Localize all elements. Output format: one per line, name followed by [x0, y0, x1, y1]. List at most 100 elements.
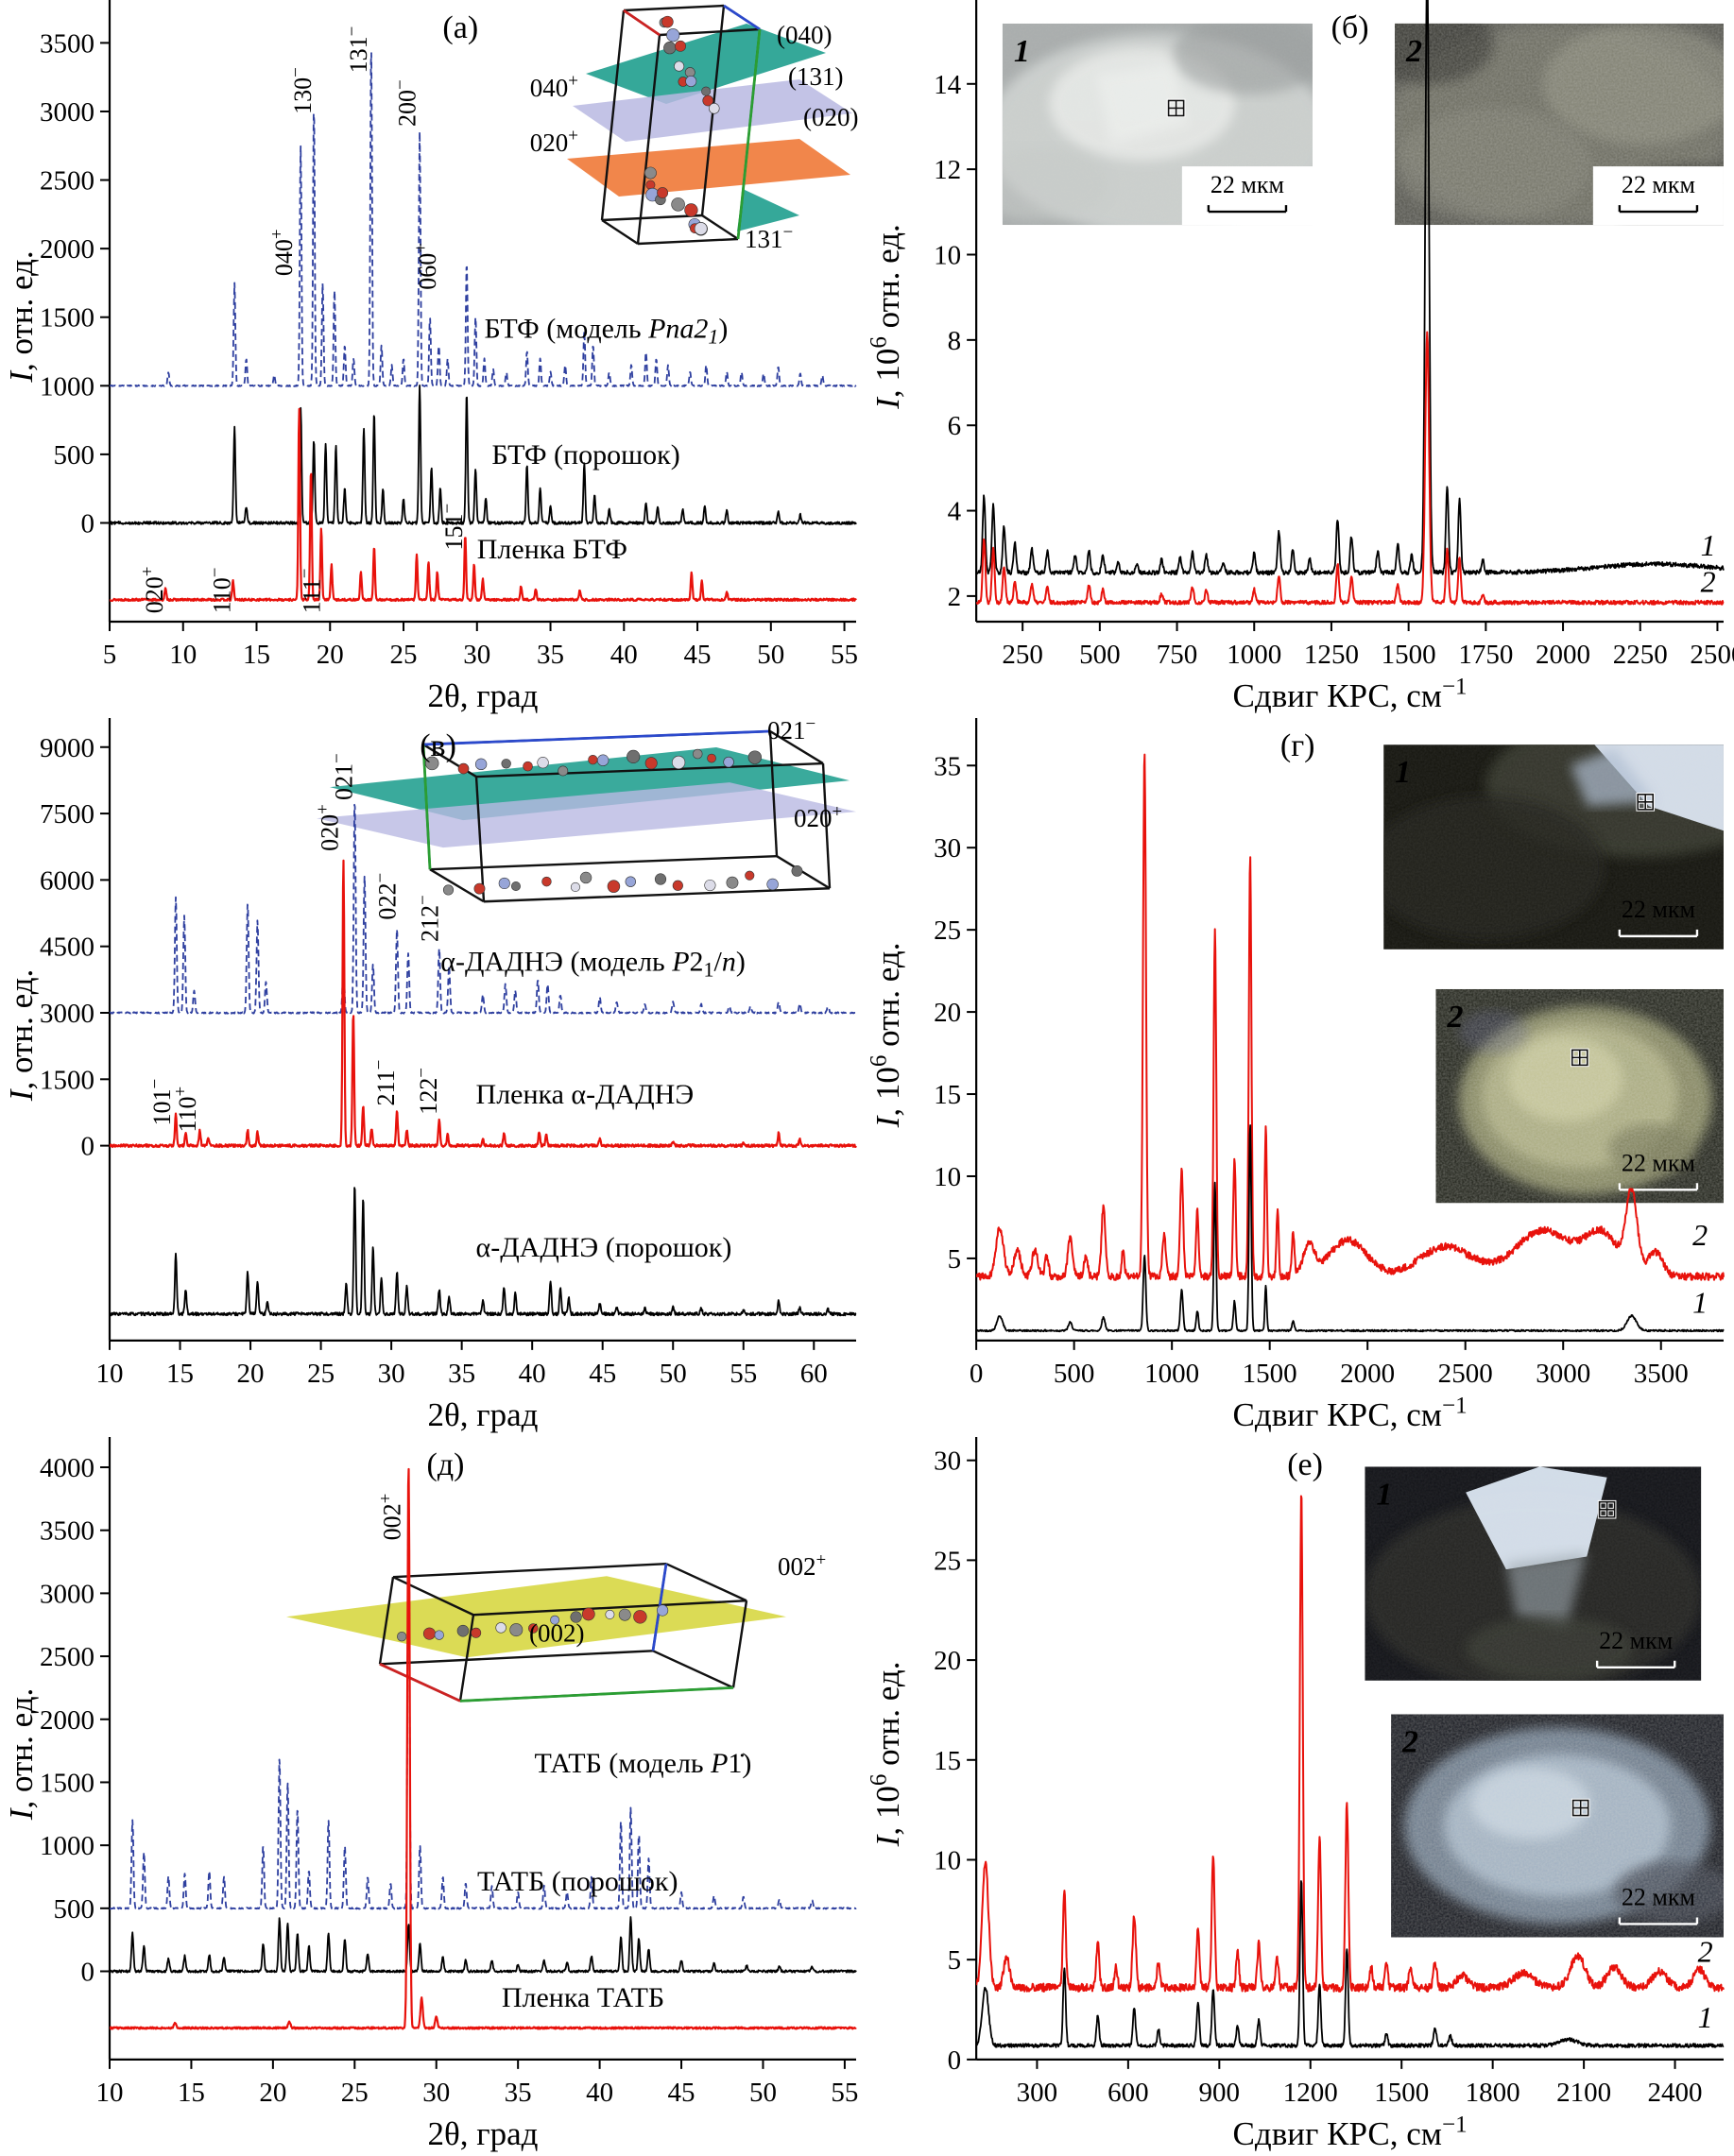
y-tick-label: 1500 [40, 1065, 94, 1095]
atom [674, 60, 685, 72]
crystal-structure-inset: (040) (131) (020) 040+ 020+ 131− [530, 4, 858, 253]
legend-label: α-ДАДНЭ (модель P21/n) [440, 946, 746, 981]
peak-label-text: 060+ [411, 243, 441, 290]
x-tick-label: 15 [243, 640, 270, 670]
y-axis-title-text: I, отн. ед. [3, 250, 40, 383]
atom [495, 1622, 506, 1634]
atom [704, 879, 716, 892]
series-БТФ-порошок [110, 385, 857, 525]
atom [605, 1609, 615, 1619]
x-axis-title: Сдвиг КРС, см−1 [1233, 2113, 1468, 2152]
atom [607, 880, 621, 893]
unit-cell-edge [636, 34, 661, 245]
y-tick-label: 30 [934, 833, 961, 864]
y-axis-title-text: I, 106 отн. ед. [867, 1662, 906, 1848]
scale-patch [1181, 166, 1313, 226]
series-Пленка-БТФ [110, 407, 857, 602]
panel-a: (040) (131) (020) 040+ 020+ 131− 5 10 15 20 25 30 35… [0, 0, 867, 718]
peak-label-text: 110− [206, 568, 236, 614]
x-tick-label: 25 [390, 640, 418, 670]
series-пленка-2 [976, 331, 1725, 606]
x-tick-label: 1500 [1382, 640, 1436, 670]
x-tick-label: 20 [317, 640, 344, 670]
photo-number-1: 1 [1376, 1477, 1392, 1512]
atom [666, 28, 680, 43]
x-tick-label: 45 [589, 1359, 616, 1389]
series-ТАТБ-порошок [110, 1916, 857, 1974]
crystal-plane [586, 24, 826, 104]
x-tick-label: 10 [169, 640, 197, 670]
y-tick-label: 1000 [40, 1831, 94, 1861]
atom [723, 756, 734, 768]
atom [644, 166, 657, 180]
atom [550, 1615, 560, 1625]
scale-bar-label: 22 мкм [1622, 1149, 1695, 1176]
crystal-structure-inset: 021− 020+ [317, 718, 856, 903]
crystal-plane [567, 139, 850, 197]
x-tick-label: 2250 [1613, 640, 1668, 670]
atom [581, 1607, 595, 1621]
y-axis-title: I, отн. ед. [3, 1688, 40, 1822]
x-tick-label: 1500 [1374, 2078, 1429, 2108]
atom [654, 873, 667, 885]
atom [701, 86, 712, 96]
atom [528, 1623, 539, 1634]
x-tick-label: 35 [505, 2078, 532, 2108]
atom [618, 1608, 631, 1621]
series-group [110, 1467, 857, 2030]
x-tick-label: 15 [166, 1359, 194, 1389]
atom [474, 758, 488, 771]
y-axis-title: I, отн. ед. [3, 969, 40, 1103]
series-пленка-2 [976, 1495, 1725, 1993]
y-tick-label: 4000 [40, 1453, 94, 1483]
x-tick-label: 2100 [1556, 2078, 1611, 2108]
unit-cell-edge [601, 214, 703, 222]
series-group [110, 803, 857, 1317]
y-tick-label: 500 [54, 440, 95, 471]
series-ДАДНЭ-порошок [110, 1187, 857, 1317]
atom [471, 1627, 482, 1638]
legend-label: Пленка БТФ [477, 534, 627, 565]
unit-cell-edge [378, 1577, 395, 1665]
x-tick-label: 2000 [1340, 1359, 1395, 1389]
x-tick-label: 50 [757, 640, 784, 670]
unit-cell-edge [821, 762, 832, 889]
x-tick-label: 3000 [1536, 1359, 1590, 1389]
atom [570, 881, 580, 892]
atom [596, 754, 609, 766]
unit-cell-edge [776, 855, 831, 890]
series-ТАТБ-модель [110, 1480, 857, 1910]
y-tick-label: 10 [934, 1162, 961, 1192]
x-tick-label: 20 [259, 2078, 286, 2108]
y-tick-label: 35 [934, 751, 961, 781]
y-tick-label: 15 [934, 1080, 961, 1110]
y-tick-label: 2000 [40, 1705, 94, 1736]
y-tick-label: 7500 [40, 799, 94, 830]
x-axis-title: Сдвиг КРС, см−1 [1233, 675, 1468, 714]
unit-cell-edge [731, 1600, 748, 1688]
peak-label: 212− [413, 895, 443, 942]
atom [442, 884, 455, 896]
inset-label: (131) [788, 62, 843, 91]
y-tick-label: 15 [934, 1746, 961, 1776]
panel-g: 22 мкм 1 22 мкм 2 0 500 1000 1500 2000 2500 3000 35… [867, 718, 1734, 1437]
y-tick-label: 2500 [40, 1642, 94, 1672]
unit-cell-edge [600, 9, 626, 221]
inset-label: 021− [767, 718, 815, 744]
atom [537, 757, 549, 769]
atom [671, 197, 685, 212]
scale-bar-label: 22 мкм [1622, 896, 1695, 923]
peak-label: 110+ [171, 1087, 201, 1133]
unit-cell-axis [459, 1685, 734, 1703]
curve-number-1: 1 [1692, 1285, 1708, 1319]
peak-label-text: 101− [146, 1079, 176, 1126]
atom [694, 222, 708, 235]
photo-number-2: 2 [1401, 1724, 1418, 1759]
peak-label: 130− [286, 67, 317, 114]
atom [509, 1623, 524, 1637]
y-tick-label: 0 [81, 508, 95, 539]
atom [702, 94, 714, 107]
y-axis-title: I, 106 отн. ед. [867, 1662, 906, 1848]
x-tick-label: 1000 [1144, 1359, 1199, 1389]
